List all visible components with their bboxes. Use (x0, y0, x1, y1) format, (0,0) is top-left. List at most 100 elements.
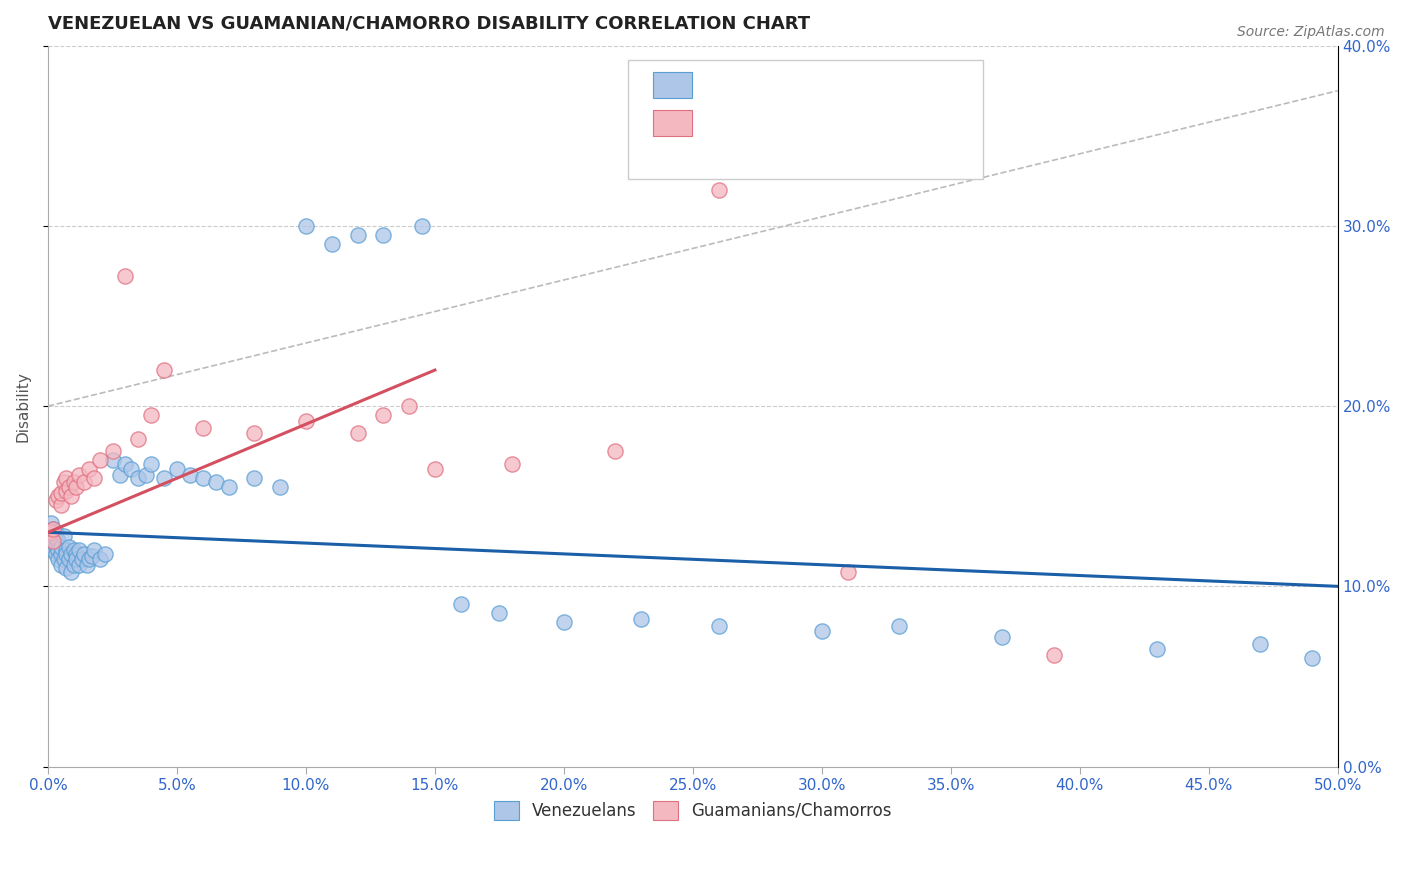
Point (45, 525, 67, 540)
Point (191, 421, 214, 435)
FancyBboxPatch shape (652, 72, 692, 98)
Point (127, 471, 149, 485)
Point (373, 227, 395, 242)
Point (153, 471, 176, 485)
Point (39, 529, 62, 543)
Point (58, 540, 80, 554)
FancyBboxPatch shape (652, 110, 692, 136)
Point (810, 624, 832, 639)
Point (55, 561, 77, 575)
Point (52, 475, 75, 489)
Point (49, 485, 72, 500)
Point (63, 543, 86, 558)
Point (398, 399, 420, 413)
Point (1249, 637, 1271, 651)
Point (553, 615, 575, 630)
Point (89, 552, 111, 566)
Point (58, 552, 80, 566)
Point (114, 269, 136, 284)
Point (42, 534, 65, 549)
Point (48, 489, 70, 503)
Point (501, 457, 523, 471)
Point (295, 413, 318, 427)
Point (114, 457, 136, 471)
Point (204, 475, 226, 489)
Text: N = 36: N = 36 (870, 118, 928, 133)
Text: N = 71: N = 71 (870, 80, 928, 95)
Point (707, 619, 730, 633)
Point (65, 552, 87, 566)
Point (60, 547, 83, 561)
Point (52, 552, 75, 566)
Point (630, 612, 652, 626)
Text: VENEZUELAN VS GUAMANIAN/CHAMORRO DISABILITY CORRELATION CHART: VENEZUELAN VS GUAMANIAN/CHAMORRO DISABIL… (48, 15, 810, 33)
Point (889, 619, 911, 633)
Point (42, 522, 65, 536)
Point (76, 558, 98, 572)
Y-axis label: Disability: Disability (15, 371, 30, 442)
Point (707, 183, 730, 197)
Point (127, 432, 149, 446)
Point (135, 467, 157, 482)
Point (42, 522, 65, 536)
Point (58, 480, 80, 494)
Point (837, 565, 859, 579)
Point (141, 457, 163, 471)
Point (49, 540, 72, 554)
Point (42, 529, 65, 543)
Point (153, 363, 176, 377)
Point (65, 480, 87, 494)
Point (39, 525, 62, 540)
Point (42, 534, 65, 549)
Point (295, 219, 318, 233)
Point (45, 547, 67, 561)
Point (1043, 648, 1066, 662)
Point (94, 547, 117, 561)
Point (83, 543, 105, 558)
Text: R =  0.298: R = 0.298 (713, 118, 808, 133)
Point (488, 607, 510, 621)
Point (48, 552, 70, 566)
Text: Source: ZipAtlas.com: Source: ZipAtlas.com (1237, 25, 1385, 39)
Point (191, 471, 214, 485)
Point (321, 236, 343, 251)
Point (48, 543, 70, 558)
Point (101, 453, 124, 467)
Point (67, 543, 90, 558)
Point (45, 531, 67, 545)
Point (52, 529, 75, 543)
Point (65, 547, 87, 561)
Point (80, 549, 103, 563)
Point (346, 227, 368, 242)
Point (423, 462, 446, 476)
Point (101, 444, 124, 458)
Point (179, 467, 201, 482)
Point (60, 489, 83, 503)
Point (63, 475, 86, 489)
Point (1301, 651, 1323, 665)
Point (55, 471, 77, 485)
Point (67, 558, 90, 572)
Point (79, 552, 101, 566)
Point (83, 471, 105, 485)
Point (269, 480, 291, 494)
Point (42, 543, 65, 558)
Point (49, 558, 72, 572)
Point (373, 408, 395, 422)
Point (79, 462, 101, 476)
Point (991, 630, 1014, 644)
Point (120, 462, 142, 476)
Point (411, 219, 433, 233)
Point (45, 492, 67, 507)
Point (55, 547, 77, 561)
Point (55, 543, 77, 558)
Point (49, 547, 72, 561)
Point (67, 467, 90, 482)
Point (450, 598, 472, 612)
Point (89, 453, 111, 467)
Point (1146, 642, 1168, 657)
Point (73, 547, 96, 561)
Point (39, 525, 62, 540)
Point (218, 480, 240, 494)
Point (346, 426, 368, 441)
